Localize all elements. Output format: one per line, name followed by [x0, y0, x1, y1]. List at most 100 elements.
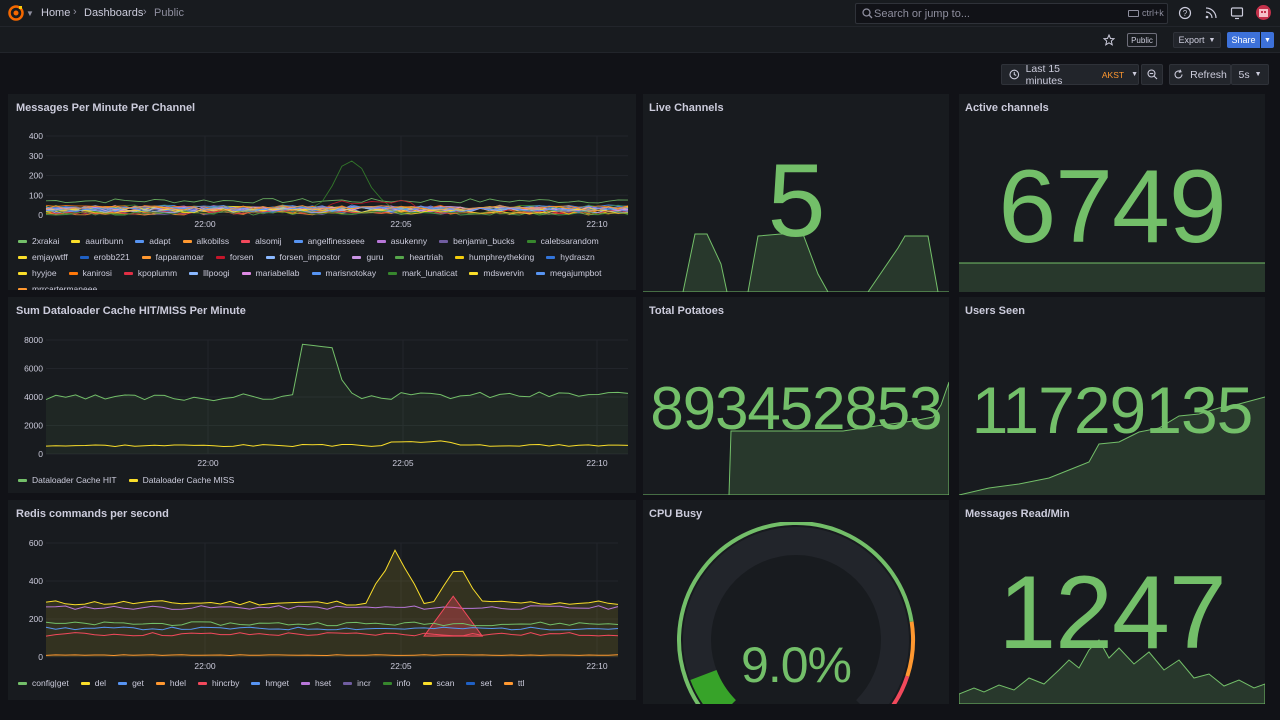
legend-item[interactable]: erobb221 — [79, 249, 130, 265]
panel-title[interactable]: Users Seen — [965, 305, 1025, 317]
legend-item[interactable]: heartriah — [395, 249, 443, 265]
time-range-label: Last 15 minutes — [1025, 62, 1063, 87]
legend-item[interactable]: del — [80, 675, 106, 691]
breadcrumb-dashboards[interactable]: Dashboards — [84, 7, 144, 19]
legend-label: alkobilss — [196, 236, 230, 246]
legend-item[interactable]: guru — [352, 249, 383, 265]
legend-item[interactable]: lllpoogi — [189, 265, 230, 281]
legend-item[interactable]: hyyjoe — [18, 265, 57, 281]
legend-item[interactable]: mariabellab — [241, 265, 300, 281]
series-line[interactable] — [45, 205, 629, 211]
legend-item[interactable]: config|get — [18, 675, 69, 691]
legend-item[interactable]: asukenny — [376, 233, 427, 249]
panel-title[interactable]: CPU Busy — [649, 508, 703, 520]
legend-item[interactable]: fapparamoar — [141, 249, 204, 265]
legend-swatch — [352, 255, 362, 259]
legend-swatch — [535, 271, 545, 275]
legend-label: hdel — [169, 678, 186, 688]
legend-item[interactable]: mrrcartermaneee — [18, 281, 97, 290]
panel-title[interactable]: Messages Per Minute Per Channel — [16, 102, 196, 114]
star-icon[interactable] — [1103, 34, 1115, 46]
legend-item[interactable]: info — [382, 675, 411, 691]
refresh-button[interactable]: Refresh — [1169, 64, 1231, 85]
legend-item[interactable]: angelfinesseee — [293, 233, 365, 249]
legend-item[interactable]: hincrby — [197, 675, 239, 691]
panel-title[interactable]: Redis commands per second — [16, 508, 169, 520]
export-button[interactable]: Export ▼ — [1173, 32, 1221, 48]
legend-item[interactable]: mdswervin — [469, 265, 524, 281]
legend-item[interactable]: alkobilss — [182, 233, 230, 249]
redis-commands-chart[interactable]: 600 400 200 0 22:00 22:05 22:10 — [8, 530, 636, 676]
panel-title[interactable]: Sum Dataloader Cache HIT/MISS Per Minute — [16, 305, 246, 317]
panel-redis-commands: Redis commands per second 600 400 200 0 22:0… — [8, 500, 636, 700]
series-line-ttl[interactable] — [45, 654, 619, 657]
legend-item[interactable]: incr — [343, 675, 371, 691]
chart-legend: 2xrakai aauribunn adapt alkobilss alsomij ang… — [18, 233, 630, 290]
legend-item[interactable]: kpoplumm — [123, 265, 177, 281]
series-line-scan[interactable] — [45, 549, 619, 606]
panel-title[interactable]: Messages Read/Min — [965, 508, 1070, 520]
series-line-hit[interactable] — [45, 343, 629, 402]
zoom-out-button[interactable] — [1141, 64, 1163, 85]
legend-swatch — [141, 255, 151, 259]
legend-label: scan — [436, 678, 455, 688]
search-input[interactable] — [874, 5, 1114, 22]
legend-item[interactable]: 2xrakai — [18, 233, 59, 249]
panel-title[interactable]: Total Potatoes — [649, 305, 724, 317]
messages-per-minute-chart[interactable]: 400 300 200 100 0 22:00 22:05 22:10 — [8, 124, 636, 234]
legend-item[interactable]: marisnotokay — [311, 265, 376, 281]
series-line-config-get[interactable] — [45, 621, 619, 627]
legend-swatch — [503, 681, 513, 685]
series-line-miss[interactable] — [45, 440, 629, 448]
legend-item[interactable]: forsen_impostor — [265, 249, 340, 265]
series-line-hset[interactable] — [45, 605, 619, 610]
legend-label: info — [396, 678, 411, 688]
share-button[interactable]: Share — [1227, 32, 1260, 48]
panel-title[interactable]: Live Channels — [649, 102, 724, 114]
panel-title[interactable]: Active channels — [965, 102, 1049, 114]
series-line-get[interactable] — [45, 626, 619, 631]
legend-swatch — [18, 239, 27, 243]
display-icon[interactable] — [1230, 6, 1244, 20]
share-dropdown-button[interactable]: ▼ — [1261, 32, 1274, 48]
series-line[interactable] — [46, 206, 629, 213]
legend-item[interactable]: calebsarandom — [526, 233, 599, 249]
legend-item[interactable]: adapt — [135, 233, 171, 249]
legend-item[interactable]: set — [466, 675, 492, 691]
grafana-logo-icon[interactable] — [8, 5, 24, 21]
legend-item[interactable]: aauribunn — [71, 233, 123, 249]
legend-item[interactable]: mark_lunaticat — [388, 265, 457, 281]
rss-news-icon[interactable] — [1204, 6, 1218, 20]
refresh-interval-picker[interactable]: 5s ▼ — [1231, 64, 1269, 85]
chevron-down-icon: ▼ — [1131, 71, 1138, 78]
legend-item[interactable]: humphreytheking — [455, 249, 534, 265]
legend-item[interactable]: benjamin_bucks — [439, 233, 515, 249]
legend-item[interactable]: kanirosi — [68, 265, 112, 281]
legend-label: megajumpbot — [549, 268, 602, 278]
legend-item[interactable]: hdel — [155, 675, 186, 691]
breadcrumb-home[interactable]: Home — [41, 7, 71, 19]
series-spike — [423, 595, 484, 637]
legend-item[interactable]: scan — [422, 675, 455, 691]
legend-label: calebsarandom — [540, 236, 599, 246]
time-range-picker[interactable]: Last 15 minutes AKST ▼ — [1001, 62, 1139, 87]
legend-item[interactable]: Dataloader Cache HIT — [18, 472, 117, 488]
user-avatar[interactable] — [1256, 5, 1271, 20]
help-icon[interactable]: ? — [1178, 6, 1192, 20]
legend-item[interactable]: megajumpbot — [535, 265, 602, 281]
series-line[interactable] — [45, 208, 629, 214]
dataloader-cache-chart[interactable]: 8000 6000 4000 2000 0 22:00 22:05 22:10 — [8, 327, 636, 472]
legend-item[interactable]: Dataloader Cache MISS — [128, 472, 234, 488]
legend-item[interactable]: emjaywtff — [18, 249, 68, 265]
legend-item[interactable]: forsen — [215, 249, 254, 265]
legend-item[interactable]: ttl — [503, 675, 524, 691]
legend-item[interactable]: hset — [301, 675, 331, 691]
legend-item[interactable]: hmget — [251, 675, 289, 691]
series-line-hincrby[interactable] — [45, 632, 619, 637]
chevron-down-icon[interactable]: ▼ — [26, 9, 34, 18]
legend-item[interactable]: alsomij — [241, 233, 282, 249]
legend-item[interactable]: get — [118, 675, 144, 691]
series-line[interactable] — [45, 198, 629, 204]
search-box[interactable]: ctrl+k — [855, 3, 1168, 24]
legend-item[interactable]: hydraszn — [546, 249, 595, 265]
